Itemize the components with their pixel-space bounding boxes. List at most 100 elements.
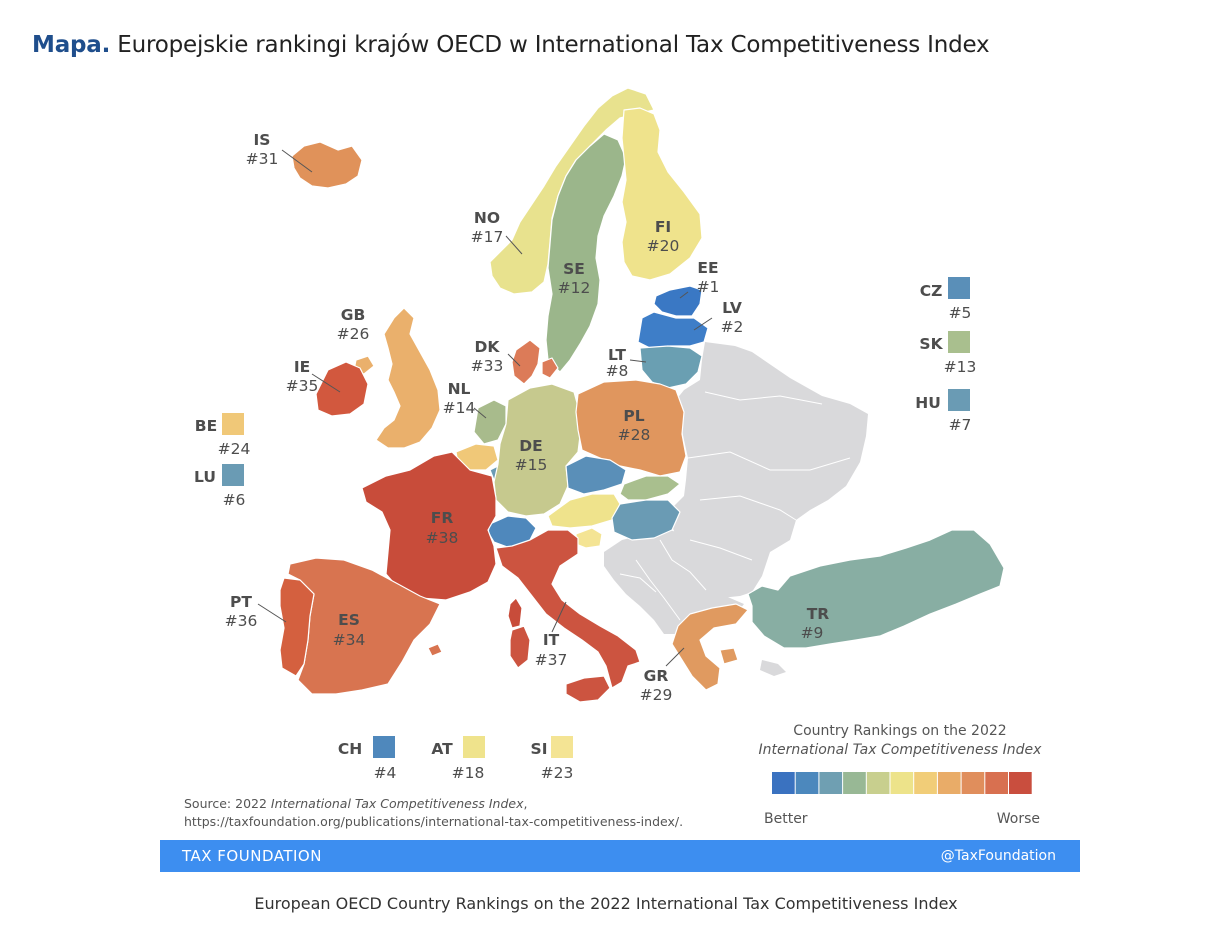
swatch-ch xyxy=(373,736,395,758)
source-italic: International Tax Competitiveness Index xyxy=(270,796,524,811)
footer-bar: TAX FOUNDATION @TaxFoundation xyxy=(160,840,1080,872)
country-code-label: IE xyxy=(294,358,310,376)
country-code-label: IS xyxy=(254,131,271,149)
source-note: Source: 2022 International Tax Competiti… xyxy=(184,795,683,831)
swatch-lu xyxy=(222,464,244,486)
country-rank-label: #37 xyxy=(535,651,568,669)
country-rank-label: #33 xyxy=(471,357,504,375)
country-rank-label: #20 xyxy=(647,237,680,255)
legend-bin xyxy=(843,772,866,794)
country-rank-label: #35 xyxy=(286,377,319,395)
country-code-label: NL xyxy=(448,380,471,398)
country-rank-label: #36 xyxy=(225,612,258,630)
title-lead: Mapa. xyxy=(32,32,111,58)
country-shape-ee xyxy=(653,285,703,317)
source-url: https://taxfoundation.org/publications/i… xyxy=(184,814,684,829)
country-shape-gr xyxy=(671,603,749,691)
legend-bin xyxy=(937,772,961,794)
country-rank-label: #34 xyxy=(333,631,366,649)
country-shape-cz xyxy=(565,455,627,495)
legend-bin xyxy=(795,772,819,794)
country-rank-label: #1 xyxy=(697,278,720,296)
swatch-rank-label: #18 xyxy=(452,764,485,782)
country-rank-label: #28 xyxy=(618,426,651,444)
swatch-code-label: SI xyxy=(531,740,548,758)
legend-bin xyxy=(819,772,843,794)
country-shape-ie xyxy=(315,361,369,417)
country-rank-label: #26 xyxy=(337,325,370,343)
footer-handle: @TaxFoundation xyxy=(940,848,1056,864)
country-shape-fi xyxy=(621,107,703,281)
country-shape-it-sardinia xyxy=(509,625,531,669)
country-code-label: ES xyxy=(338,611,360,629)
legend-subtitle: International Tax Competitiveness Index xyxy=(759,742,1043,758)
country-shape-dk-islands xyxy=(541,357,559,379)
legend-better-label: Better xyxy=(764,811,808,827)
country-shape-tr xyxy=(747,529,1005,649)
legend-bin xyxy=(985,772,1008,794)
country-code-label: DE xyxy=(519,437,542,455)
country-code-label: FI xyxy=(655,218,671,236)
grey-borders xyxy=(619,391,851,621)
legend-bin xyxy=(961,772,985,794)
legend-bin xyxy=(914,772,937,794)
source-line: Source: 2022 International Tax Competiti… xyxy=(184,795,683,813)
country-code-label: FR xyxy=(431,509,454,527)
swatch-cz xyxy=(948,277,970,299)
legend-bin xyxy=(772,772,795,794)
source-suffix: , xyxy=(523,796,528,811)
country-code-label: LT xyxy=(608,346,626,364)
balkans-landmass xyxy=(604,528,744,634)
country-shape-nl xyxy=(473,399,507,445)
country-rank-label: #9 xyxy=(801,624,824,642)
swatch-rank-label: #24 xyxy=(218,440,251,458)
swatch-code-label: BE xyxy=(195,417,217,435)
country-rank-label: #12 xyxy=(558,279,591,297)
swatch-si xyxy=(551,736,573,758)
country-shape-pt xyxy=(279,577,315,677)
country-shape-hu xyxy=(611,499,681,541)
swatch-code-label: CZ xyxy=(920,282,943,300)
country-shape-it-sicily xyxy=(565,675,611,703)
swatch-rank-label: #6 xyxy=(223,491,246,509)
country-code-label: SE xyxy=(563,260,585,278)
swatch-at xyxy=(463,736,485,758)
page-title: Mapa. Europejskie rankingi krajów OECD w… xyxy=(32,32,990,58)
non-oecd-region xyxy=(604,342,868,676)
legend-bin xyxy=(1009,772,1032,794)
color-scale-legend: Country Rankings on the 2022 Internation… xyxy=(759,723,1043,827)
country-shape-sk xyxy=(619,475,681,501)
country-rank-label: #38 xyxy=(426,529,459,547)
swatch-rank-label: #4 xyxy=(374,764,397,782)
country-rank-label: #31 xyxy=(246,150,279,168)
title-text: Europejskie rankingi krajów OECD w Inter… xyxy=(117,32,990,58)
leader-lines xyxy=(257,149,713,667)
country-code-label: DK xyxy=(475,338,501,356)
swatch-sk xyxy=(948,331,970,353)
country-rank-label: #29 xyxy=(640,686,673,704)
country-shape-lt xyxy=(639,345,703,389)
country-rank-label: #14 xyxy=(443,399,476,417)
country-shape-fr xyxy=(361,451,497,601)
country-shape-gr-islands xyxy=(719,647,739,665)
country-shape-fr-corsica xyxy=(507,597,523,629)
legend-title: Country Rankings on the 2022 xyxy=(793,723,1006,739)
footer-brand: TAX FOUNDATION xyxy=(182,847,322,865)
country-code-label: IT xyxy=(543,631,560,649)
country-code-label: NO xyxy=(474,209,500,227)
country-code-label: GB xyxy=(341,306,366,324)
country-code-label: EE xyxy=(697,259,718,277)
country-code-label: LV xyxy=(722,299,742,317)
side-swatches: CZ #5 SK #13 HU #7 BE #24 LU #6 CH #4 AT… xyxy=(194,277,976,782)
country-rank-label: #15 xyxy=(515,456,548,474)
caption: European OECD Country Rankings on the 20… xyxy=(254,894,958,913)
country-code-label: PT xyxy=(230,593,252,611)
swatch-rank-label: #23 xyxy=(541,764,574,782)
oecd-countries xyxy=(279,87,1005,703)
country-labels: IS #31 NO #17 SE #12 FI #20 EE #1 LV #2 … xyxy=(225,131,830,704)
swatch-rank-label: #13 xyxy=(944,358,977,376)
country-shape-no xyxy=(489,87,655,295)
cyprus-islands xyxy=(760,660,786,676)
swatch-code-label: HU xyxy=(915,394,941,412)
